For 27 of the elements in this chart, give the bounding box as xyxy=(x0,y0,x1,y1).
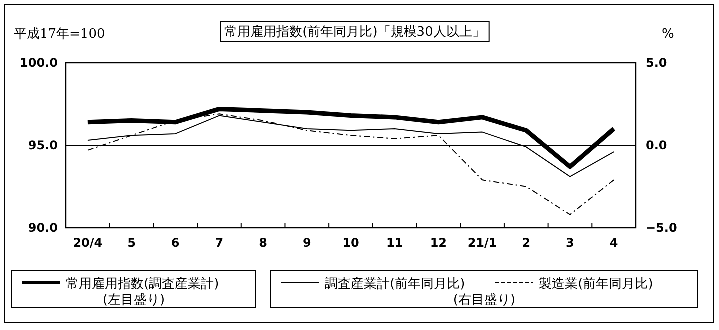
legend-label: 製造業(前年同月比) xyxy=(539,277,654,292)
y-tick-label: 90.0 xyxy=(28,221,58,235)
x-tick-label: 21/1 xyxy=(468,236,498,250)
chart-title: 常用雇用指数(前年同月比)「規模30人以上」 xyxy=(224,24,486,40)
x-tick-label: 8 xyxy=(259,236,268,250)
y-tick-label: 100.0 xyxy=(20,56,58,70)
x-tick-label: 9 xyxy=(302,236,312,250)
x-tick-label: 12 xyxy=(430,236,448,250)
x-tick-label: 2 xyxy=(522,236,531,250)
text: (右目盛り) xyxy=(453,293,516,308)
x-tick-label: 5 xyxy=(128,236,136,250)
y2-tick-label: 0.0 xyxy=(646,138,668,152)
x-tick-label: 20/4 xyxy=(73,236,103,250)
x-tick-label: 10 xyxy=(342,236,360,250)
y2-tick-label: −5.0 xyxy=(646,221,678,235)
y-axis-title: 平成17年=100 xyxy=(14,27,106,42)
x-tick-label: 4 xyxy=(610,236,618,250)
x-tick-label: 7 xyxy=(215,236,224,250)
y2-axis-title: % xyxy=(662,27,674,42)
legend-label: 常用雇用指数(調査産業計) xyxy=(66,276,220,292)
x-tick-label: 11 xyxy=(386,236,404,250)
y-tick-label: 95.0 xyxy=(28,138,58,152)
x-tick-label: 6 xyxy=(171,236,180,250)
text: (左目盛り) xyxy=(102,293,166,308)
legend-label: 調査産業計(前年同月比) xyxy=(325,276,466,292)
x-tick-label: 3 xyxy=(566,236,574,250)
y2-tick-label: 5.0 xyxy=(646,56,668,70)
